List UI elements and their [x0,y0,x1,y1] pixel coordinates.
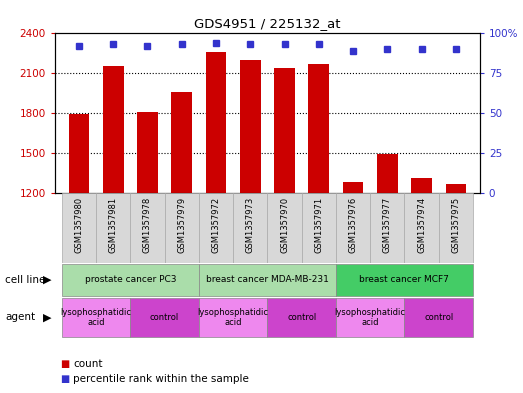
Text: GSM1357972: GSM1357972 [211,196,221,253]
Text: GSM1357974: GSM1357974 [417,196,426,253]
Bar [62,264,199,296]
Title: GDS4951 / 225132_at: GDS4951 / 225132_at [194,17,340,30]
Bar [411,178,432,193]
Bar [439,193,473,263]
Text: lysophosphatidic
acid: lysophosphatidic acid [335,308,406,327]
Bar [267,193,302,263]
Bar [370,193,404,263]
Bar [199,298,267,337]
Bar [69,114,89,193]
Bar [103,66,123,193]
Bar [274,68,295,193]
Bar [336,298,404,337]
Text: agent: agent [5,312,36,323]
Bar [377,154,397,193]
Bar [267,298,336,337]
Text: percentile rank within the sample: percentile rank within the sample [73,374,249,384]
Text: GSM1357979: GSM1357979 [177,196,186,253]
Text: GSM1357981: GSM1357981 [109,196,118,253]
Text: GSM1357977: GSM1357977 [383,196,392,253]
Bar [309,64,329,193]
Text: GSM1357978: GSM1357978 [143,196,152,253]
Text: count: count [73,359,103,369]
Bar [343,182,363,193]
Bar [96,193,130,263]
Text: lysophosphatidic
acid: lysophosphatidic acid [198,308,269,327]
Text: breast cancer MCF7: breast cancer MCF7 [359,275,449,285]
Bar [404,193,439,263]
Text: GSM1357976: GSM1357976 [348,196,358,253]
Bar [172,92,192,193]
Text: GSM1357971: GSM1357971 [314,196,323,253]
Bar [199,193,233,263]
Bar [446,184,466,193]
Bar [62,298,130,337]
Text: lysophosphatidic
acid: lysophosphatidic acid [61,308,132,327]
Text: control: control [424,313,453,322]
Text: ▶: ▶ [43,275,51,285]
Bar [404,298,473,337]
Bar [233,193,267,263]
Bar [240,60,260,193]
Bar [206,51,226,193]
Bar [62,193,96,263]
Text: breast cancer MDA-MB-231: breast cancer MDA-MB-231 [206,275,329,285]
Bar [137,112,158,193]
Text: GSM1357980: GSM1357980 [74,196,84,253]
Text: ■: ■ [60,359,70,369]
Text: GSM1357975: GSM1357975 [451,196,460,253]
Bar [199,264,336,296]
Bar [336,264,473,296]
Text: cell line: cell line [5,275,46,285]
Text: GSM1357973: GSM1357973 [246,196,255,253]
Text: prostate cancer PC3: prostate cancer PC3 [85,275,176,285]
Text: ▶: ▶ [43,312,51,323]
Text: GSM1357970: GSM1357970 [280,196,289,253]
Bar [165,193,199,263]
Text: control: control [287,313,316,322]
Bar [130,193,165,263]
Bar [302,193,336,263]
Bar [336,193,370,263]
Text: ■: ■ [60,374,70,384]
Text: control: control [150,313,179,322]
Bar [130,298,199,337]
